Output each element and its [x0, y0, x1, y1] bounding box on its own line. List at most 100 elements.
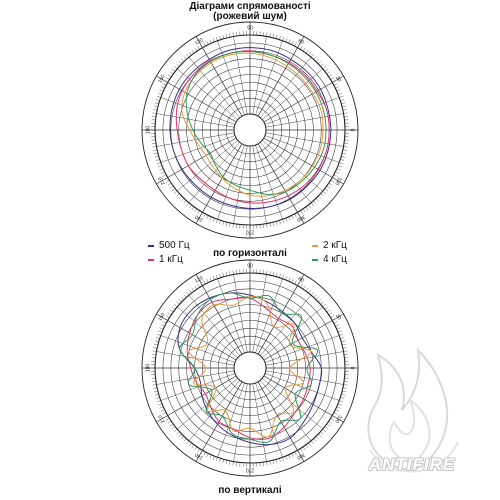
grid-tick [222, 221, 225, 226]
grid-tick [313, 294, 317, 298]
grid-tick [191, 444, 195, 449]
grid-tick [158, 165, 162, 168]
angle-label: 30 [334, 313, 342, 321]
angle-label: 60 [297, 38, 305, 46]
grid-tick [282, 219, 285, 224]
grid-spoke [177, 378, 238, 430]
grid-tick [236, 31, 237, 36]
grid-tick [315, 436, 319, 440]
grid-tick [176, 63, 180, 67]
grid-spoke [217, 278, 245, 354]
grid-tick [338, 92, 342, 95]
grid-tick [266, 461, 268, 466]
grid-spoke [156, 75, 237, 123]
grid-tick [154, 393, 159, 396]
grid-tick [156, 333, 161, 336]
grid-tick [186, 202, 190, 206]
grid-tick [342, 109, 347, 111]
grid-tick [328, 182, 333, 186]
grid-tick [282, 36, 285, 41]
grid-tick [191, 287, 195, 292]
grid-tick [162, 83, 167, 86]
grid-tick [225, 33, 228, 38]
grid-tick [181, 436, 185, 440]
grid-spoke [260, 142, 312, 203]
grid-tick [212, 456, 215, 460]
grid-tick [155, 397, 160, 399]
caption-horizontal: по горизонталі [213, 248, 287, 259]
grid-tick [155, 159, 160, 161]
grid-tick [315, 296, 319, 300]
grid-tick [164, 415, 168, 418]
grid-spoke [265, 351, 344, 366]
grid-tick [308, 51, 312, 56]
grid-tick [229, 271, 231, 276]
grid-tick [176, 193, 180, 197]
grid-tick [151, 354, 156, 355]
grid-tick [153, 390, 158, 393]
grid-tick [188, 51, 192, 56]
grid-tick [297, 44, 300, 48]
grid-tick [153, 152, 158, 155]
grid-tick [164, 318, 168, 321]
grid-tick [335, 171, 340, 174]
grid-tick [279, 458, 281, 463]
grid-tick [305, 49, 309, 54]
grid-spoke [217, 382, 245, 458]
grid-tick [176, 301, 180, 305]
legend-swatch-2khz [312, 244, 318, 247]
grid-tick [160, 171, 165, 174]
grid-tick [219, 458, 221, 463]
grid-tick [153, 343, 158, 346]
grid-tick [153, 149, 158, 151]
grid-tick [194, 285, 198, 290]
legend-swatch-4khz [312, 258, 318, 261]
grid-tick [203, 213, 206, 218]
grid-tick [320, 193, 324, 197]
grid-tick [215, 219, 218, 224]
logo-text: ANTIFIRE [368, 455, 456, 474]
grid-tick [279, 220, 281, 225]
angle-label: 270 [246, 229, 255, 235]
legend-item-1khz: 1 кГц [148, 254, 183, 265]
grid-tick [318, 433, 322, 437]
grid-tick [335, 324, 340, 327]
grid-tick [154, 102, 159, 105]
grid-spoke [255, 144, 283, 220]
angle-label: 0 [349, 129, 355, 132]
grid-tick [183, 294, 187, 298]
angle-label: 210 [157, 176, 166, 186]
grid-tick [222, 272, 225, 277]
grid-tick [169, 71, 174, 75]
grid-tick [225, 222, 228, 227]
grid-spoke [262, 140, 323, 192]
grid-spoke [156, 370, 235, 385]
grid-tick [209, 454, 212, 459]
angle-label: 330 [333, 176, 342, 186]
series-line [181, 52, 324, 197]
grid-tick [188, 442, 192, 447]
grid-tick [200, 212, 203, 216]
grid-tick [340, 397, 345, 399]
grid-tick [194, 47, 198, 52]
grid-tick [318, 299, 322, 303]
grid-tick [263, 31, 264, 36]
grid-spoke [263, 313, 344, 361]
grid-tick [165, 315, 170, 318]
grid-tick [342, 149, 347, 151]
angle-label: 330 [333, 414, 342, 424]
grid-tick [266, 270, 268, 275]
grid-tick [343, 350, 348, 352]
grid-spoke [264, 135, 340, 163]
legend-label-1khz: 1 кГц [159, 254, 183, 265]
grid-tick [272, 271, 275, 276]
grid-tick [308, 204, 312, 209]
grid-tick [315, 198, 319, 202]
grid-tick [291, 40, 294, 45]
grid-tick [291, 215, 294, 220]
grid-tick [330, 418, 335, 421]
grid-spoke [252, 383, 267, 462]
grid-tick [165, 180, 170, 183]
grid-tick [318, 195, 322, 199]
